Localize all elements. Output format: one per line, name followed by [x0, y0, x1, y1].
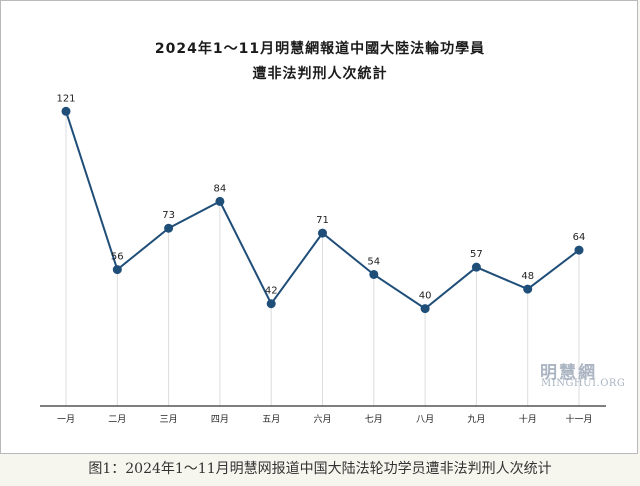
line-chart: 121 56 73 84 42 71 54 40 57 48 64 一月 二月 三月 四月 五月 六月 七月 八月… [40, 93, 606, 425]
data-label: 64 [573, 232, 586, 243]
data-point [266, 299, 276, 309]
grid-lines [65, 111, 580, 406]
markers [61, 106, 584, 314]
x-tick-label: 六月 [313, 413, 331, 425]
x-tick-label: 一月 [57, 414, 75, 425]
x-tick-label: 十月 [519, 413, 537, 425]
data-point [164, 223, 174, 233]
chart-card [0, 0, 638, 454]
x-tick-label: 四月 [211, 414, 229, 425]
data-point [61, 106, 71, 116]
x-tick-label: 三月 [160, 414, 178, 425]
data-label: 40 [419, 291, 432, 302]
data-point [215, 196, 225, 206]
watermark-url: MINGHUI.ORG [541, 378, 626, 389]
x-tick-label: 十一月 [565, 413, 592, 425]
figure-caption: 图1：2024年1～11月明慧网报道中国大陆法轮功学员遭非法判刑人次统计 [88, 461, 552, 477]
x-tick-label: 七月 [365, 414, 383, 425]
watermark-logo: 明慧網 [540, 363, 597, 383]
x-tick-labels: 一月 二月 三月 四月 五月 六月 七月 八月 九月 十月 十一月 [57, 413, 593, 425]
data-label: 48 [521, 271, 534, 282]
x-tick-label: 九月 [467, 414, 485, 425]
data-label: 56 [111, 252, 124, 263]
chart-subtitle: 遭非法判刑人次統計 [252, 66, 388, 82]
x-tick-label: 五月 [262, 414, 280, 425]
data-point [318, 228, 327, 238]
x-tick-label: 八月 [416, 414, 434, 425]
data-label: 57 [470, 249, 483, 260]
data-point [420, 304, 430, 314]
data-label: 54 [367, 256, 380, 267]
data-label: 121 [56, 93, 75, 104]
data-point [369, 269, 379, 279]
data-label: 73 [162, 210, 175, 221]
chart-title: 2024年1～11月明慧網報道中國大陸法輪功學員 [154, 41, 486, 57]
data-labels: 121 56 73 84 42 71 54 40 57 48 64 [56, 93, 585, 301]
data-point [112, 265, 122, 275]
data-label: 84 [214, 183, 227, 194]
data-point [523, 284, 533, 294]
data-label: 71 [316, 215, 329, 226]
data-point [574, 245, 584, 255]
data-label: 42 [265, 286, 278, 297]
x-tick-label: 二月 [108, 414, 126, 425]
data-point [471, 262, 481, 272]
